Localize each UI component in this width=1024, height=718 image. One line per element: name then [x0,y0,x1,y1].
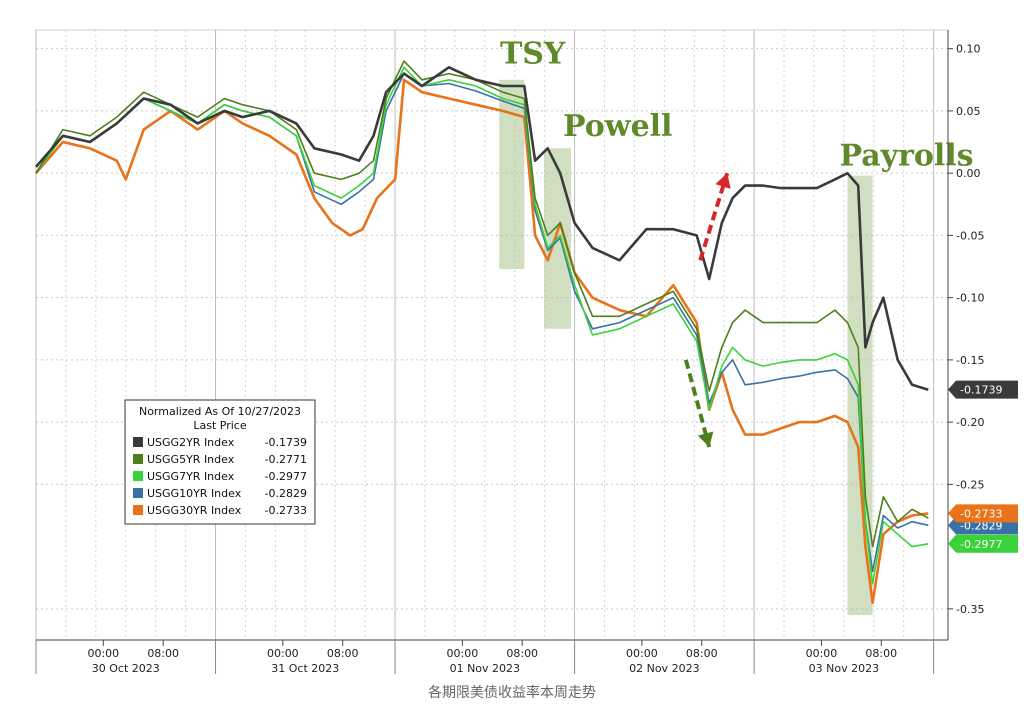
legend-subtitle: Last Price [193,419,246,432]
legend-series-value: -0.2733 [265,504,307,517]
y-tick-label: -0.20 [956,416,984,429]
annotation-arrows [683,172,731,448]
arrow-shaft [683,359,712,448]
x-date-label: 31 Oct 2023 [271,662,339,675]
event-label: Payrolls [839,139,973,174]
event-bands: TSY Powell Payrolls [499,37,974,616]
badge-value: -0.2977 [960,538,1002,551]
y-tick-label: -0.10 [956,292,984,305]
event-label: TSY [500,37,566,72]
x-time-label: 08:00 [865,647,897,660]
legend-series-value: -0.2977 [265,470,307,483]
x-date-label: 03 Nov 2023 [809,662,879,675]
arrow-shaft [698,172,730,261]
last-price-badges: -0.1739 -0.2829 -0.2977 -0.2733 [948,380,1018,553]
last-price-badge: -0.2977 [948,534,1018,553]
legend-series-name: USGG30YR Index [147,504,242,517]
y-tick-label: -0.15 [956,354,984,367]
x-date-label: 30 Oct 2023 [92,662,160,675]
legend-swatch [133,471,143,481]
badge-shape [948,380,1018,399]
badge-shape [948,534,1018,553]
series-line [35,66,929,585]
y-tick-label: 0.05 [956,105,981,118]
x-time-label: 00:00 [447,647,479,660]
last-price-badge: -0.1739 [948,380,1018,399]
axes: 0.10 0.05 0.00 -0.05 -0.10 -0.15 -0.20 -0.25 -0.… [35,30,984,675]
legend-series-value: -0.1739 [265,436,307,449]
legend-title: Normalized As Of 10/27/2023 [139,405,301,418]
x-time-label: 00:00 [806,647,838,660]
legend-swatch [133,505,143,515]
chart-grid [35,29,949,641]
event-band [499,79,525,270]
series-lines [35,60,929,605]
arrow-head [697,431,714,448]
y-tick-label: 0.00 [956,167,981,180]
series-line [35,66,929,391]
y-tick-label: 0.10 [956,43,981,56]
x-date-label: 01 Nov 2023 [450,662,520,675]
event-label: Powell [563,109,672,144]
legend-series-name: USGG7YR Index [147,470,235,483]
series-line [35,60,929,548]
last-price-badge: -0.2733 [948,504,1018,523]
x-time-label: 00:00 [87,647,119,660]
plot-frame [35,29,949,641]
y-tick-label: -0.05 [956,229,984,242]
x-time-label: 08:00 [506,647,538,660]
x-time-label: 08:00 [686,647,718,660]
badge-value: -0.2733 [960,507,1002,520]
x-time-label: 00:00 [626,647,658,660]
legend-series-value: -0.2829 [265,487,307,500]
x-time-label: 08:00 [147,647,179,660]
legend-swatch [133,437,143,447]
legend-series-value: -0.2771 [265,453,307,466]
x-date-label: 02 Nov 2023 [629,662,699,675]
x-time-label: 00:00 [267,647,299,660]
arrow-head [715,173,731,189]
badge-value: -0.1739 [960,384,1002,397]
x-time-label: 08:00 [327,647,359,660]
badge-value: -0.2829 [960,519,1002,532]
legend-series-name: USGG5YR Index [147,453,235,466]
legend-series-name: USGG10YR Index [147,487,242,500]
y-tick-label: -0.25 [956,478,984,491]
legend-series-name: USGG2YR Index [147,436,235,449]
y-tick-label: -0.35 [956,603,984,616]
badge-shape [948,504,1018,523]
chart-caption: 各期限美债收益率本周走势 [428,685,596,701]
legend-swatch [133,454,143,464]
legend-box [124,399,316,525]
legend-swatch [133,488,143,498]
